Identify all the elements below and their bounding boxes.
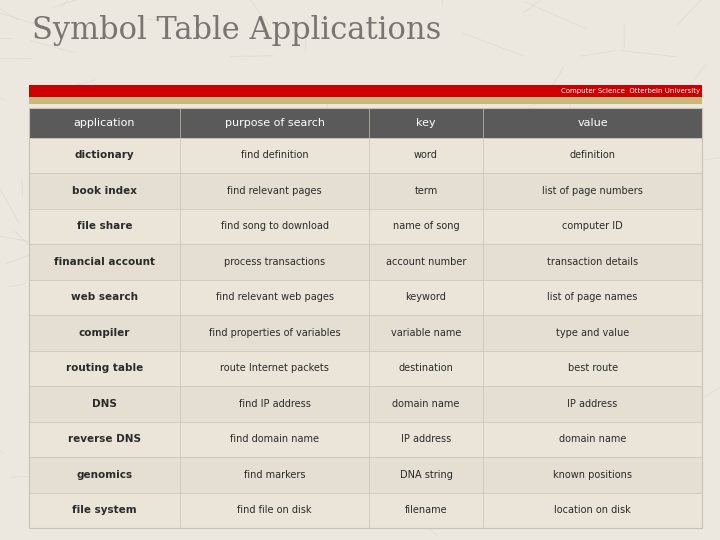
Bar [29, 108, 702, 528]
Text: IP address: IP address [567, 399, 618, 409]
Text: application: application [73, 118, 135, 128]
Bar [29, 85, 702, 97]
Text: transaction details: transaction details [547, 257, 638, 267]
Text: compiler: compiler [79, 328, 130, 338]
Text: find relevant web pages: find relevant web pages [215, 293, 333, 302]
Text: purpose of search: purpose of search [225, 118, 325, 128]
Text: find file on disk: find file on disk [238, 505, 312, 515]
Bar [29, 108, 702, 138]
Text: find relevant pages: find relevant pages [228, 186, 322, 196]
Text: domain name: domain name [559, 434, 626, 444]
Text: key: key [416, 118, 436, 128]
Text: Symbol Table Applications: Symbol Table Applications [32, 15, 442, 46]
Text: find domain name: find domain name [230, 434, 319, 444]
Text: book index: book index [72, 186, 137, 196]
Bar [29, 457, 702, 492]
Bar [29, 244, 702, 280]
Bar [29, 208, 702, 244]
Text: DNA string: DNA string [400, 470, 452, 480]
Text: best route: best route [567, 363, 618, 373]
Text: file share: file share [77, 221, 132, 232]
Text: file system: file system [72, 505, 137, 515]
Text: computer ID: computer ID [562, 221, 623, 232]
Text: route Internet packets: route Internet packets [220, 363, 329, 373]
Text: variable name: variable name [391, 328, 462, 338]
Bar [29, 315, 702, 350]
Text: term: term [415, 186, 438, 196]
Text: name of song: name of song [392, 221, 459, 232]
Text: type and value: type and value [556, 328, 629, 338]
Text: genomics: genomics [76, 470, 132, 480]
Bar [29, 280, 702, 315]
Text: filename: filename [405, 505, 447, 515]
Bar [29, 97, 702, 104]
Text: reverse DNS: reverse DNS [68, 434, 141, 444]
Bar [29, 386, 702, 422]
Text: keyword: keyword [405, 293, 446, 302]
Text: process transactions: process transactions [224, 257, 325, 267]
Bar [29, 492, 702, 528]
Text: word: word [414, 151, 438, 160]
Text: financial account: financial account [54, 257, 155, 267]
Text: DNS: DNS [92, 399, 117, 409]
Text: Computer Science  Otterbein University: Computer Science Otterbein University [561, 88, 700, 94]
Bar [29, 350, 702, 386]
Text: find IP address: find IP address [238, 399, 310, 409]
Text: dictionary: dictionary [75, 151, 135, 160]
Text: find song to download: find song to download [220, 221, 328, 232]
Text: web search: web search [71, 293, 138, 302]
Text: destination: destination [399, 363, 454, 373]
Text: location on disk: location on disk [554, 505, 631, 515]
Text: value: value [577, 118, 608, 128]
Text: account number: account number [386, 257, 466, 267]
Bar [29, 173, 702, 208]
Text: find properties of variables: find properties of variables [209, 328, 341, 338]
Text: find markers: find markers [244, 470, 305, 480]
Text: IP address: IP address [401, 434, 451, 444]
Text: find definition: find definition [240, 151, 308, 160]
Text: definition: definition [570, 151, 616, 160]
Text: list of page numbers: list of page numbers [542, 186, 643, 196]
Text: routing table: routing table [66, 363, 143, 373]
Bar [29, 138, 702, 173]
Text: domain name: domain name [392, 399, 459, 409]
Text: list of page names: list of page names [547, 293, 638, 302]
Bar [29, 422, 702, 457]
Text: known positions: known positions [553, 470, 632, 480]
